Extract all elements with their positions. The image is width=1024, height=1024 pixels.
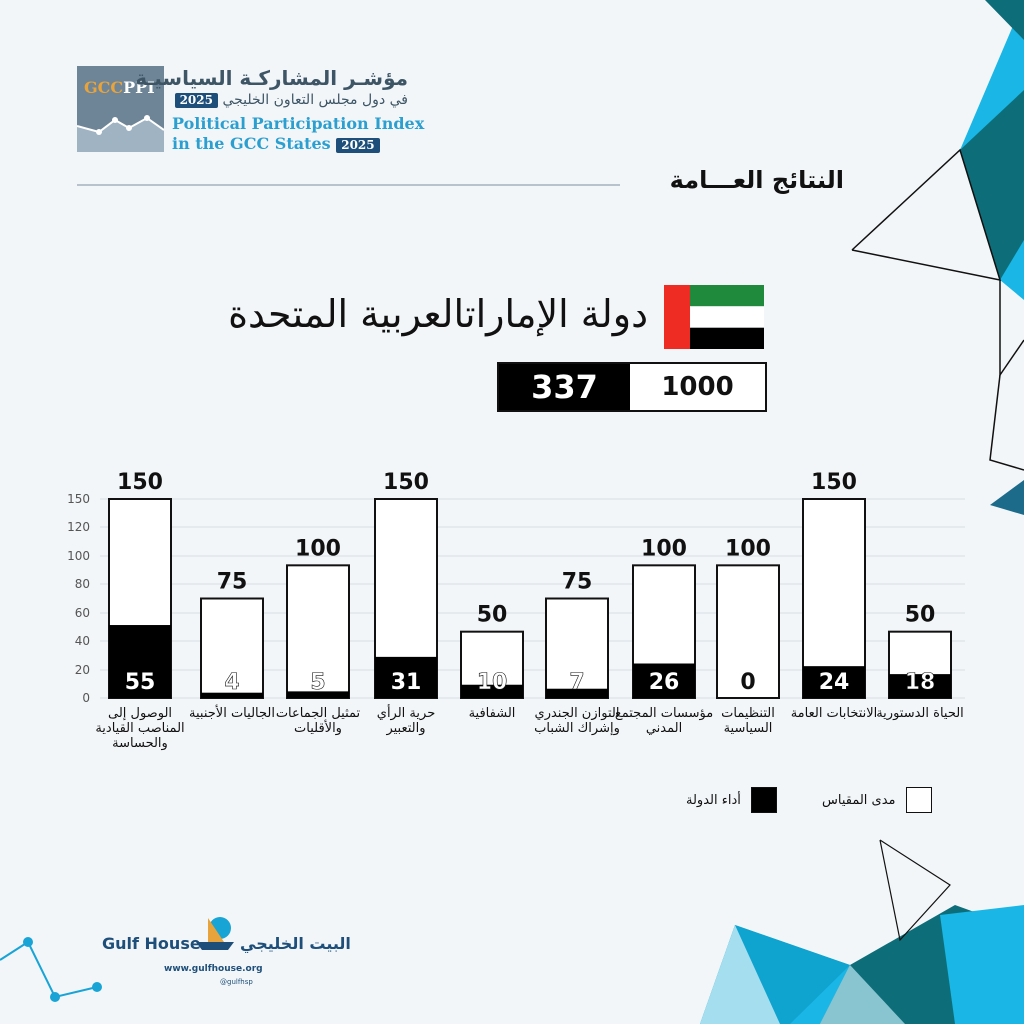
state-value-label: 18 bbox=[905, 670, 936, 695]
legend-scale-swatch bbox=[905, 787, 932, 813]
total-score-box: 337 1000 bbox=[497, 362, 767, 412]
state-value-label: 0 bbox=[740, 670, 755, 695]
state-bar bbox=[201, 692, 263, 698]
brand-ar: البيت الخليجي bbox=[240, 934, 351, 953]
scale-value-label: 50 bbox=[905, 603, 936, 628]
state-bar bbox=[375, 656, 437, 698]
category-label: مؤسسات المجتمع المدني bbox=[614, 706, 714, 736]
scale-value-label: 50 bbox=[477, 603, 508, 628]
state-value-label: 55 bbox=[125, 670, 156, 695]
state-value-label: 10 bbox=[477, 670, 508, 695]
legend-scale: مدى المقياس bbox=[822, 787, 932, 813]
state-bar bbox=[546, 688, 608, 698]
scale-value-label: 75 bbox=[562, 570, 593, 595]
legend-scale-label: مدى المقياس bbox=[822, 792, 896, 808]
y-tick-label: 0 bbox=[82, 691, 90, 705]
scale-bar bbox=[716, 564, 780, 699]
scale-bar bbox=[802, 498, 866, 699]
y-tick-label: 150 bbox=[67, 492, 90, 506]
logo-title-en: Political Participation Index bbox=[172, 114, 425, 133]
category-label: تمثيل الجماعات والأقليات bbox=[275, 706, 361, 736]
state-bar bbox=[109, 625, 171, 698]
scale-value-label: 150 bbox=[117, 470, 163, 495]
y-tick-label: 20 bbox=[75, 663, 90, 677]
state-value-label: 24 bbox=[819, 670, 850, 695]
category-label: التوازن الجندري وإشراك الشباب bbox=[534, 706, 620, 736]
scale-value-label: 100 bbox=[641, 536, 687, 561]
logo-year-badge: 2025 bbox=[174, 93, 218, 108]
legend-state: أداء الدولة bbox=[686, 787, 777, 813]
gccppi-logo: GCCPPI bbox=[77, 66, 164, 152]
scale-value-label: 150 bbox=[383, 470, 429, 495]
category-label: حرية الرأي والتعبير bbox=[376, 706, 436, 736]
uae-flag-icon bbox=[664, 285, 764, 349]
brand-en: Gulf House bbox=[102, 934, 201, 953]
boat-icon bbox=[196, 917, 234, 950]
logo-year-badge-en: 2025 bbox=[336, 138, 380, 153]
state-value-label: 26 bbox=[649, 670, 680, 695]
category-label: الشفافية bbox=[468, 706, 516, 721]
state-value-label: 5 bbox=[310, 670, 325, 695]
category-label: الحياة الدستورية bbox=[876, 706, 964, 721]
state-value-label: 4 bbox=[224, 670, 239, 695]
state-value-label: 7 bbox=[569, 670, 584, 695]
country-name: دولة الإماراتالعربية المتحدة bbox=[228, 292, 648, 336]
category-label: الوصول إلى المناصب القيادية والحساسة bbox=[95, 706, 185, 751]
scale-value-label: 75 bbox=[217, 570, 248, 595]
category-label: الانتخابات العامة bbox=[790, 706, 878, 721]
logo-subtitle-ar: في دول مجلس التعاون الخليجي 2025 bbox=[174, 92, 408, 108]
y-tick-label: 60 bbox=[75, 606, 90, 620]
section-divider bbox=[77, 184, 620, 186]
scale-value-label: 100 bbox=[295, 536, 341, 561]
logo-title-ar: مؤشـر المشاركـة السياسيـة bbox=[135, 66, 408, 90]
state-bar bbox=[287, 691, 349, 698]
score-value: 337 bbox=[499, 364, 630, 410]
logo-subtitle-en: in the GCC States 2025 bbox=[172, 134, 380, 153]
legend-state-swatch bbox=[750, 787, 777, 813]
scale-bar bbox=[200, 597, 264, 699]
score-max: 1000 bbox=[661, 372, 734, 402]
state-bar bbox=[889, 674, 951, 698]
state-bar bbox=[633, 663, 695, 698]
legend-state-label: أداء الدولة bbox=[686, 792, 741, 808]
y-tick-label: 120 bbox=[67, 520, 90, 534]
logo-line-chart-icon bbox=[77, 115, 164, 152]
section-title: النتائج العـــامة bbox=[669, 166, 844, 194]
state-bar bbox=[461, 684, 523, 698]
category-label: التنظيمات السياسية bbox=[721, 706, 775, 736]
state-value-label: 31 bbox=[391, 670, 422, 695]
logo-gcc-text: GCCPPI bbox=[84, 78, 155, 97]
scale-value-label: 150 bbox=[811, 470, 857, 495]
y-tick-label: 80 bbox=[75, 577, 90, 591]
category-label: الجاليات الأجنبية bbox=[189, 706, 275, 721]
website-link[interactable]: www.gulfhouse.org bbox=[164, 964, 263, 974]
social-handle[interactable]: @gulfhsp bbox=[220, 978, 253, 986]
state-bar bbox=[803, 666, 865, 698]
scale-value-label: 100 bbox=[725, 536, 771, 561]
gulf-house-logo: Gulf House البيت الخليجي www.gulfhouse.o… bbox=[102, 917, 351, 998]
y-tick-label: 40 bbox=[75, 634, 90, 648]
y-tick-label: 100 bbox=[67, 549, 90, 563]
